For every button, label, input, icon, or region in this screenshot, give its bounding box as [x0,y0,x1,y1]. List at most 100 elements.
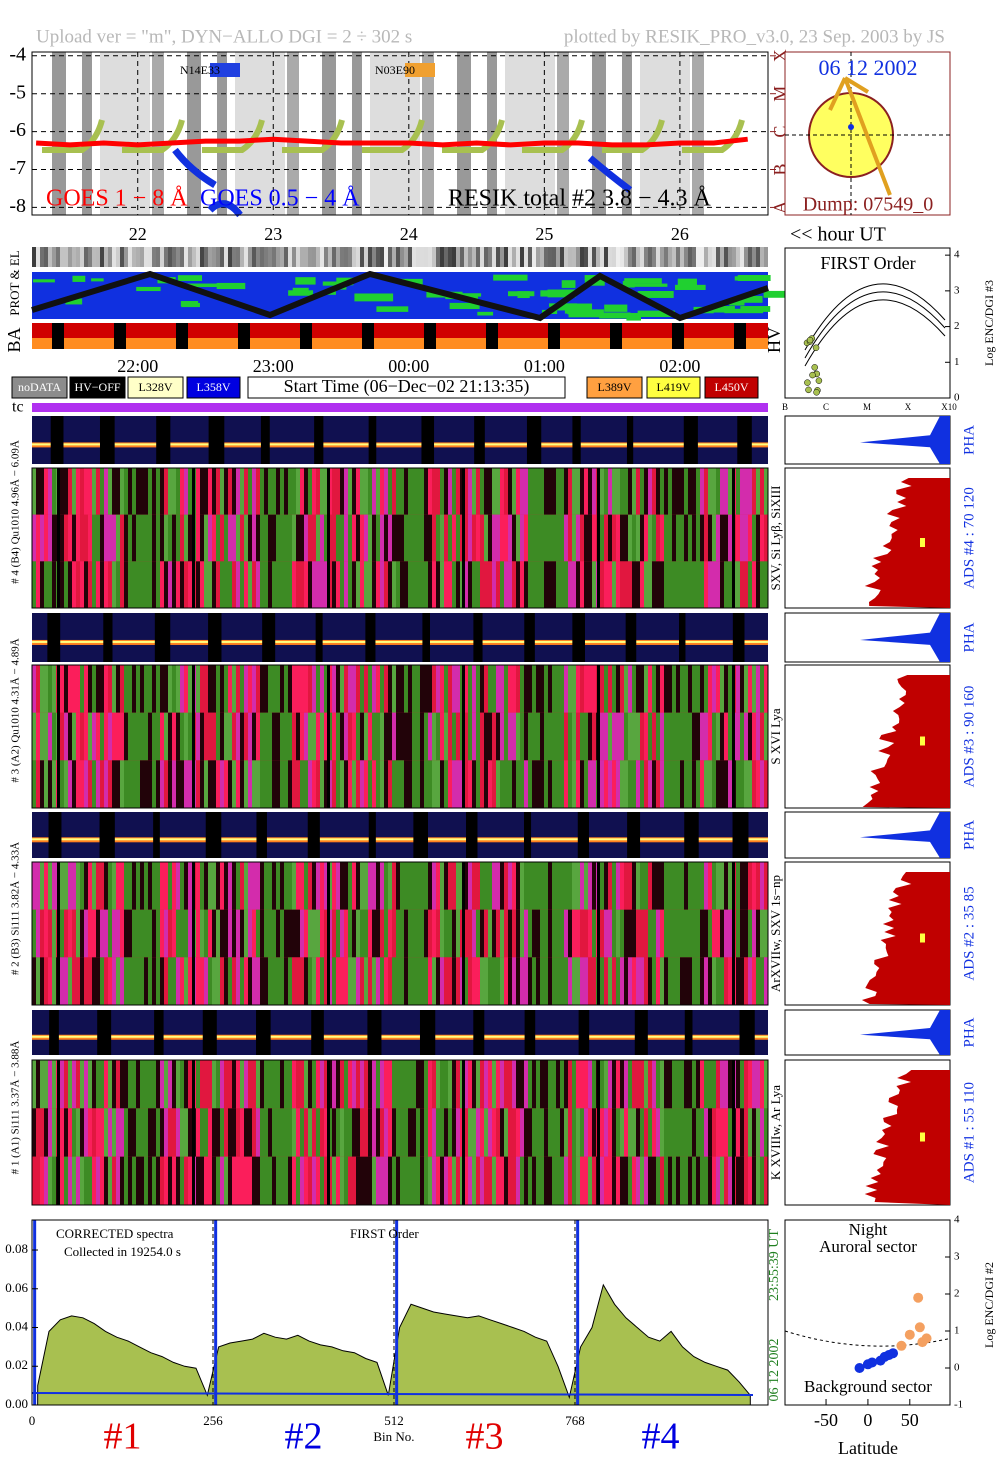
spectrogram-cell [136,862,140,910]
spectrogram-cell [688,1060,692,1109]
spectrogram-cell [516,957,520,1005]
spectrogram-cell [112,1060,116,1109]
spectrogram-cell [388,957,392,1005]
spectrogram-cell [736,909,740,958]
active-region [848,124,854,130]
spectrogram-cell [504,760,508,808]
orbit-pixel [596,247,600,267]
spectrogram-cell [108,1156,112,1205]
spectrogram-cell [612,1156,616,1205]
spectrogram-cell [588,468,592,515]
spectrogram-cell [324,909,328,958]
spectrogram-cell [608,1060,612,1109]
spectrogram-cell [492,665,496,713]
spectrogram-cell [276,1108,280,1157]
orbit-pixel [120,247,124,267]
spectrogram-cell [220,957,224,1005]
spectrogram-cell [740,1060,744,1109]
spectrogram-cell [692,1108,696,1157]
spectrogram-cell [288,760,292,808]
spectrogram-cell [116,760,120,808]
spectrogram-cell [564,665,568,713]
spectrogram-cell [152,862,156,910]
spectrogram-cell [660,957,664,1005]
spectrogram-cell [480,1060,484,1109]
spectrogram-cell [620,957,624,1005]
spectrogram-cell [128,1108,132,1157]
spectrogram-cell [280,1108,284,1157]
y-tick-label: 2 [954,1288,960,1300]
spectrogram-cell [316,712,320,761]
spectrogram-cell [388,760,392,808]
spectrogram-cell [80,1060,84,1109]
y-tick-label: 0.08 [5,1241,28,1256]
x-tick-label: 0 [863,1410,872,1430]
spectrum-time: 23:55:39 UT [767,1229,782,1301]
eclipse-band [422,52,434,215]
aurora-xlabel: Latitude [838,1438,898,1458]
spectrogram-cell [708,957,712,1005]
orbit-pixel [708,247,712,267]
spectrogram-cell [556,514,560,562]
ba-label: BA [4,327,24,352]
spectrogram-cell [740,468,744,515]
spectrogram-cell [736,665,740,713]
spectrogram-cell [240,909,244,958]
spectrogram-cell [352,712,356,761]
spectrogram-cell [620,760,624,808]
spectrogram-cell [92,909,96,958]
spectrogram-cell [436,1108,440,1157]
spectrogram-cell [120,1108,124,1157]
spectrogram-cell [692,712,696,761]
spectrogram-cell [604,514,608,562]
spectrogram-cell [104,665,108,713]
spectrogram-cell [444,514,448,562]
spectrogram-cell [84,665,88,713]
spectrogram-cell [508,468,512,515]
spectrogram-cell [716,957,720,1005]
spectrogram-cell [604,1156,608,1205]
spectrogram-cell [80,665,84,713]
spectrogram-cell [116,1156,120,1205]
spectrogram-cell [712,514,716,562]
spectrogram-cell [392,665,396,713]
spectrogram-cell [408,1108,412,1157]
spectrogram-cell [688,1156,692,1205]
spectrogram-cell [280,760,284,808]
spectrogram-cell [164,862,168,910]
spectrogram-cell [216,862,220,910]
spectrogram-cell [364,665,368,713]
spectrogram-cell [456,957,460,1005]
spectrogram-cell [132,561,136,608]
spectrogram-cell [576,957,580,1005]
spectrogram-cell [164,1108,168,1157]
spectrogram-cell [684,1108,688,1157]
spectrogram-cell [512,712,516,761]
spectrogram-cell [724,468,728,515]
spectrogram-cell [292,760,296,808]
spectrogram-cell [68,561,72,608]
spectrogram-cell [204,561,208,608]
orbit-pixel [220,247,224,267]
spectrogram-cell [108,712,112,761]
spectrogram-cell [344,561,348,608]
spectrogram-cell [344,1060,348,1109]
spectrogram-cell [340,468,344,515]
channel-pha: PHA [961,622,977,652]
spectrogram-cell [40,1060,44,1109]
channel-ads: ADS #4 : 70 120 [961,487,977,589]
spectrogram-cell [444,862,448,910]
spectrogram-cell [504,1156,508,1205]
spectrogram-cell [428,1060,432,1109]
spectrogram-cell [464,665,468,713]
spectrogram-cell [656,1156,660,1205]
spectrogram-cell [32,957,36,1005]
spectrogram-cell [500,862,504,910]
spectrogram-cell [136,1108,140,1157]
spectrogram-cell [476,712,480,761]
spectrogram-cell [704,665,708,713]
spectrogram-cell [40,712,44,761]
orbit-pixel [512,247,516,267]
spectrogram-cell [628,561,632,608]
spectrogram-cell [324,1108,328,1157]
